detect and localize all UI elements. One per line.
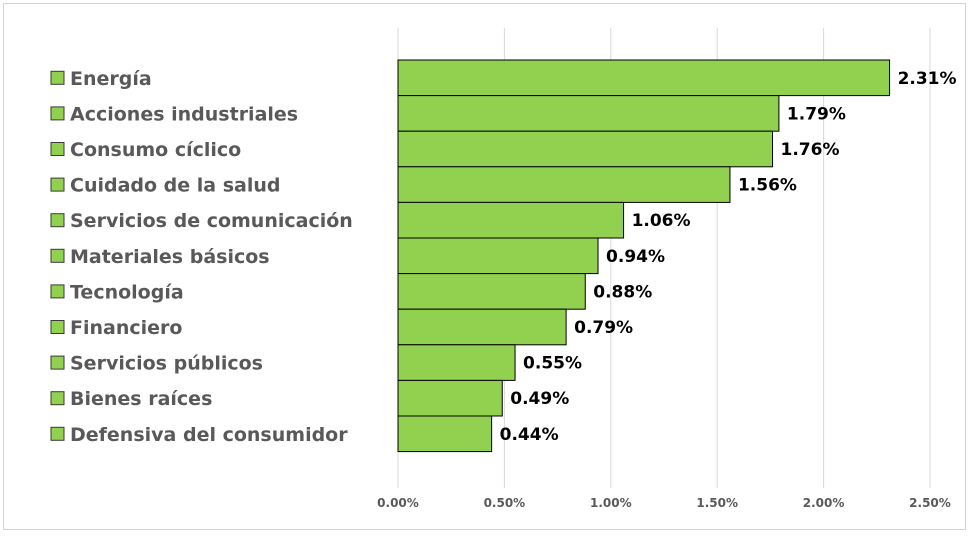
category-label: Energía: [70, 68, 152, 90]
legend-swatch: [50, 213, 65, 228]
bar-value-label: 1.06%: [632, 211, 691, 231]
category-label: Servicios públicos: [70, 353, 263, 375]
category-label: Financiero: [70, 317, 182, 339]
bar-value-label: 0.55%: [523, 354, 582, 374]
category-label: Tecnología: [70, 281, 184, 303]
bar-value-label: 0.94%: [606, 247, 665, 267]
bar-value-label: 0.88%: [593, 282, 652, 302]
bar-value-label: 1.56%: [738, 176, 797, 196]
category-label: Bienes raíces: [70, 388, 212, 410]
legend-swatch: [50, 284, 65, 299]
legend-swatch: [50, 177, 65, 192]
bar: [397, 379, 503, 417]
bar: [397, 201, 625, 239]
legend-swatch: [50, 248, 65, 263]
bar-value-label: 2.31%: [898, 69, 957, 89]
x-tick-label: 0.50%: [484, 496, 526, 510]
category-label: Defensiva del consumidor: [70, 424, 348, 446]
bar: [397, 415, 493, 453]
legend-swatch: [50, 426, 65, 441]
x-tick-label: 0.00%: [377, 496, 419, 510]
bar-value-label: 0.79%: [574, 318, 633, 338]
bar: [397, 166, 731, 203]
bar: [397, 237, 599, 275]
bar-value-label: 1.79%: [787, 104, 846, 124]
legend-swatch: [50, 320, 65, 334]
x-tick-label: 2.50%: [909, 496, 951, 510]
bar: [397, 130, 774, 168]
chart-frame: 0.00% 0.50% 1.00% 1.50% 2.00% 2.50% 2.31% Energ…: [3, 3, 966, 530]
legend-swatch: [50, 142, 65, 156]
category-label: Cuidado de la salud: [70, 175, 281, 197]
category-label: Consumo cíclico: [70, 139, 241, 161]
bar-value-label: 0.49%: [510, 389, 569, 409]
x-tick-label: 2.00%: [803, 496, 845, 510]
category-label: Acciones industriales: [70, 103, 298, 125]
legend-swatch: [50, 70, 65, 85]
bar: [397, 95, 780, 132]
bar-value-label: 1.76%: [781, 140, 840, 160]
bar: [397, 344, 516, 381]
bar: [397, 308, 567, 346]
bar-chart: 0.00% 0.50% 1.00% 1.50% 2.00% 2.50% 2.31% Energ…: [50, 28, 957, 510]
bar: [397, 273, 586, 310]
legend-swatch: [50, 106, 65, 121]
legend-swatch: [50, 391, 65, 406]
bar-value-label: 0.44%: [500, 425, 559, 445]
category-label: Materiales básicos: [70, 246, 270, 268]
category-label: Servicios de comunicación: [70, 210, 353, 232]
x-tick-label: 1.00%: [590, 496, 632, 510]
legend-swatch: [50, 355, 65, 370]
x-tick-label: 1.50%: [696, 496, 738, 510]
bar: [397, 59, 891, 97]
